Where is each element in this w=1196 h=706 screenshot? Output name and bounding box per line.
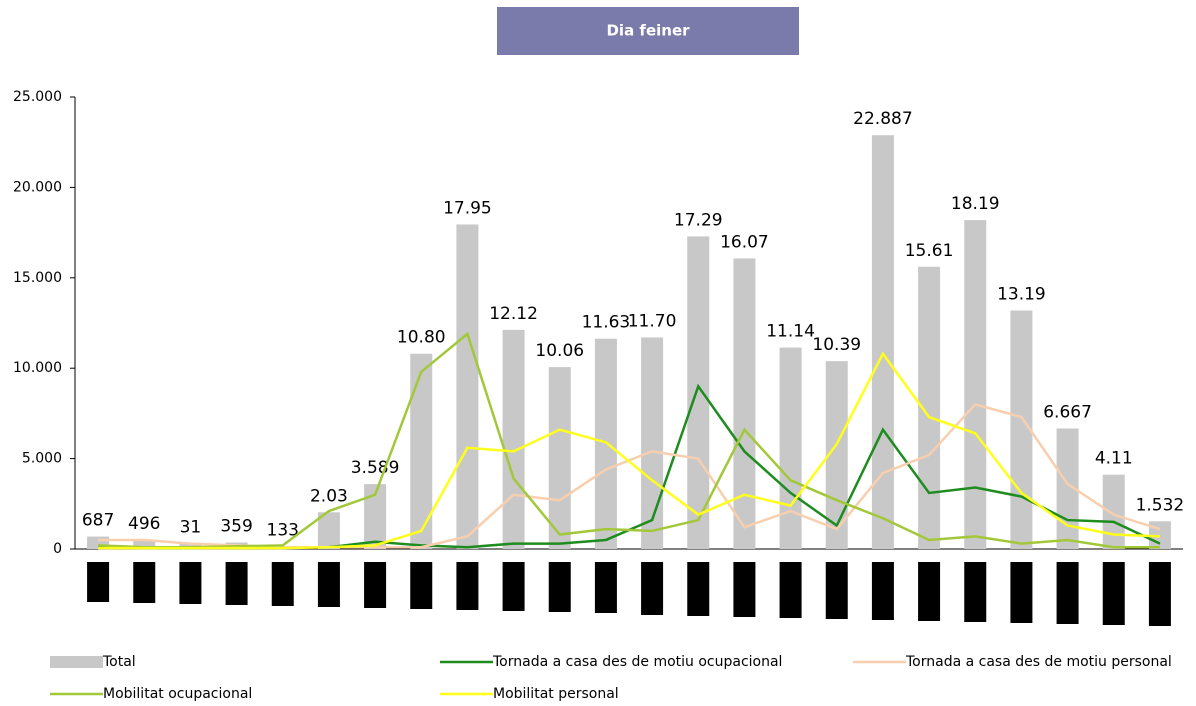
x-label-redaction bbox=[225, 562, 248, 605]
data-label: 10.39 bbox=[812, 335, 861, 355]
title-box bbox=[497, 7, 799, 55]
x-label-redaction bbox=[179, 562, 202, 604]
data-label: 133 bbox=[267, 521, 299, 541]
data-label: 10.80 bbox=[397, 328, 446, 348]
x-label-redaction bbox=[548, 562, 571, 612]
x-label-redaction bbox=[133, 562, 156, 603]
bar bbox=[364, 484, 387, 549]
legend-swatch bbox=[50, 656, 103, 668]
data-label: 22.887 bbox=[853, 109, 912, 129]
x-label-redaction bbox=[871, 562, 894, 620]
data-label: 11.70 bbox=[628, 311, 677, 331]
legend-label: Mobilitat ocupacional bbox=[103, 686, 252, 702]
legend-label: Tornada a casa des de motiu ocupacional bbox=[492, 654, 782, 670]
x-label-redaction bbox=[641, 562, 664, 615]
data-label: 16.07 bbox=[720, 232, 769, 252]
data-label: 13.19 bbox=[997, 285, 1046, 305]
x-label-redaction bbox=[779, 562, 802, 618]
chart-title: Dia feiner bbox=[606, 22, 690, 40]
bar bbox=[871, 135, 894, 549]
x-label-redaction bbox=[687, 562, 710, 616]
x-label-redaction bbox=[364, 562, 387, 608]
bar bbox=[964, 220, 987, 549]
bar bbox=[1010, 310, 1033, 549]
x-label-redaction bbox=[1102, 562, 1125, 625]
y-tick-label: 25.000 bbox=[13, 89, 62, 105]
line bbox=[98, 331, 1160, 549]
x-label-redaction bbox=[964, 562, 987, 622]
x-label-redaction bbox=[271, 562, 294, 606]
data-label: 2.03 bbox=[310, 486, 348, 506]
data-label: 496 bbox=[128, 514, 160, 534]
x-label-redaction bbox=[456, 562, 479, 610]
x-label-redaction bbox=[1056, 562, 1079, 624]
y-tick-label: 10.000 bbox=[13, 360, 62, 376]
bar bbox=[779, 347, 802, 549]
legend-label: Tornada a casa des de motiu personal bbox=[905, 654, 1172, 670]
bar bbox=[641, 337, 664, 549]
data-label: 31 bbox=[180, 517, 202, 537]
x-label-redaction bbox=[502, 562, 525, 611]
data-label: 687 bbox=[82, 511, 114, 531]
y-tick-label: 5.000 bbox=[22, 451, 62, 467]
bar bbox=[502, 329, 525, 549]
x-label-redaction bbox=[825, 562, 848, 619]
data-label: 4.11 bbox=[1095, 449, 1133, 469]
data-label: 1.532 bbox=[1136, 495, 1185, 515]
x-label-redaction bbox=[918, 562, 941, 621]
data-label: 6.667 bbox=[1043, 402, 1092, 422]
line bbox=[98, 402, 1161, 549]
data-label: 11.14 bbox=[766, 322, 815, 342]
data-label: 10.06 bbox=[535, 341, 584, 361]
x-label-redaction bbox=[1010, 562, 1033, 623]
data-label: 11.63 bbox=[582, 313, 631, 333]
bar bbox=[456, 224, 479, 550]
y-tick-label: 20.000 bbox=[13, 179, 62, 195]
y-tick-label: 0 bbox=[53, 541, 62, 557]
x-label-redaction bbox=[87, 562, 110, 602]
legend-label: Total bbox=[102, 654, 136, 670]
data-label: 18.19 bbox=[951, 194, 1000, 214]
bar bbox=[733, 258, 756, 549]
x-label-redaction bbox=[594, 562, 617, 613]
x-label-redaction bbox=[317, 562, 340, 607]
data-label: 17.29 bbox=[674, 210, 723, 230]
x-label-redaction bbox=[1148, 562, 1171, 626]
legend-label: Mobilitat personal bbox=[493, 686, 619, 702]
data-label: 12.12 bbox=[489, 304, 538, 324]
bar bbox=[1102, 474, 1125, 549]
bar bbox=[918, 266, 941, 549]
bar bbox=[548, 367, 571, 549]
bar bbox=[687, 236, 710, 550]
data-label: 15.61 bbox=[905, 241, 954, 261]
bar bbox=[1056, 428, 1079, 549]
x-label-redaction bbox=[733, 562, 756, 617]
x-label-redaction bbox=[410, 562, 433, 609]
line bbox=[98, 351, 1160, 550]
data-label: 17.95 bbox=[443, 198, 492, 218]
data-label: 3.589 bbox=[351, 458, 400, 478]
bar bbox=[410, 353, 433, 549]
data-label: 359 bbox=[220, 517, 252, 537]
bar bbox=[317, 512, 340, 549]
bar bbox=[133, 540, 156, 549]
y-tick-label: 15.000 bbox=[13, 270, 62, 286]
